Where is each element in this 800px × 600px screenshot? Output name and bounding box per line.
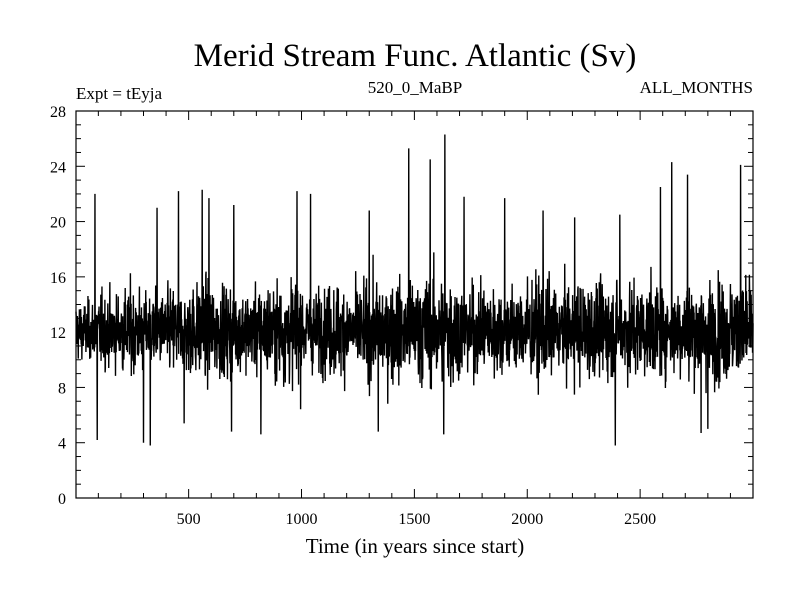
x-axis-label: Time (in years since start): [306, 534, 525, 558]
y-tick-label: 0: [58, 491, 66, 508]
series-line: [75, 134, 754, 446]
axes-layer: 0 4 8 12 16 20 24 28 500 1000 1500 2000 2500: [50, 104, 754, 528]
chart-title: Merid Stream Func. Atlantic (Sv): [194, 38, 637, 74]
y-tick-label: 4: [58, 436, 66, 453]
series-layer: [75, 134, 754, 446]
y-tick-label: 24: [50, 159, 66, 176]
y-tick-label: 16: [50, 270, 66, 287]
subtitle-left: Expt = tEyja: [76, 84, 163, 103]
x-tick-label: 2000: [511, 511, 543, 528]
y-tick-label: 20: [50, 215, 66, 232]
y-tick-label: 8: [58, 380, 66, 397]
subtitle-right: ALL_MONTHS: [640, 78, 753, 97]
y-tick-label: 28: [50, 104, 66, 121]
x-tick-label: 500: [177, 511, 201, 528]
x-tick-label: 1000: [286, 511, 318, 528]
y-tick-label: 12: [50, 325, 66, 342]
subtitle-center: 520_0_MaBP: [368, 78, 462, 97]
x-tick-label: 1500: [398, 511, 430, 528]
x-tick-label: 2500: [624, 511, 656, 528]
